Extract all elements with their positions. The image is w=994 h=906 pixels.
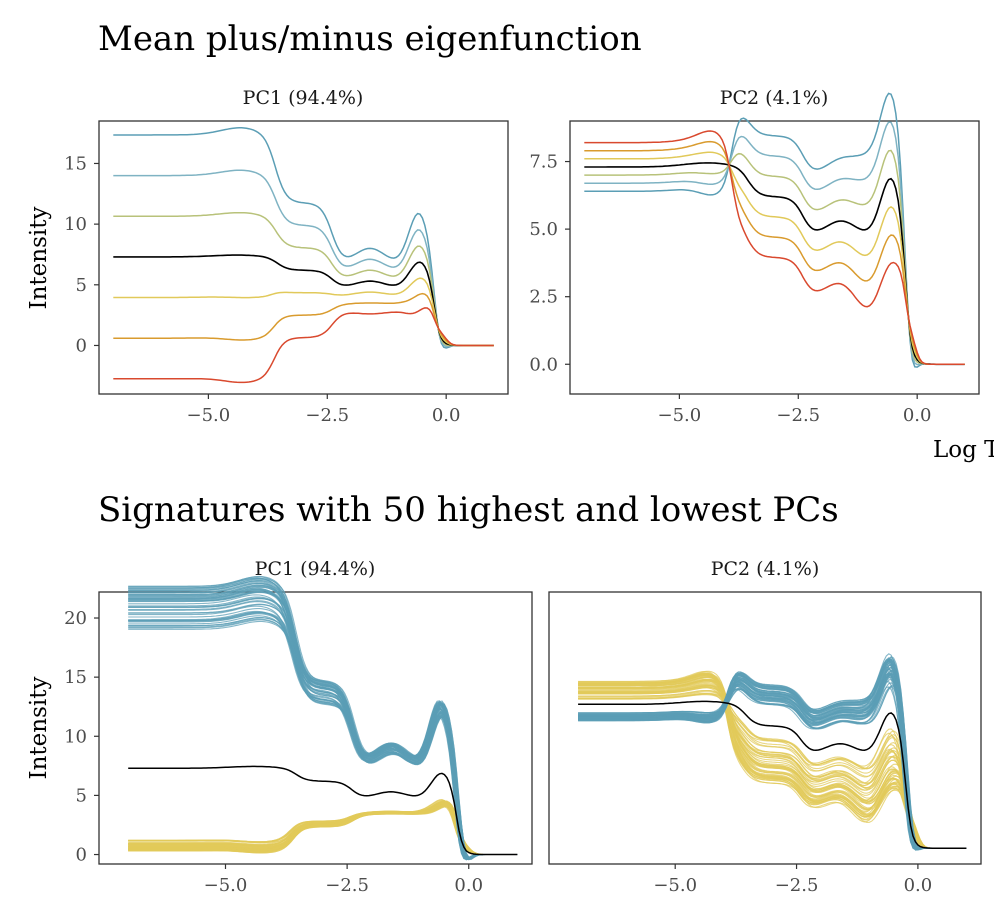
y-tick-label: 10 (64, 214, 87, 235)
eigen-series-line (584, 149, 965, 366)
eigen-series-line (584, 92, 965, 368)
signature-line (578, 684, 967, 849)
panel-pc2-eigen: PC2 (4.1%) −5.0 −2.5 0.0 0.0 2.5 5.0 7.5 (529, 87, 980, 426)
x-tick-label: −2.5 (325, 875, 369, 896)
section-title-eigenfunction: Mean plus/minus eigenfunction (98, 19, 642, 59)
panel-pc1-eigen: PC1 (94.4%) −5.0 −2.5 0.0 0 5 10 15 (64, 87, 509, 426)
eigen-series-line (113, 169, 494, 348)
axis-ticks: −5.0 −2.5 0.0 0 5 10 15 (64, 153, 460, 426)
panel-pc2-signatures: PC2 (4.1%) −5.0 −2.5 0.0 (548, 558, 982, 896)
mean-line (584, 162, 965, 366)
series-lines (578, 653, 967, 851)
x-tick-label: −2.5 (776, 405, 820, 426)
axis-ticks: −5.0 −2.5 0.0 0.0 2.5 5.0 7.5 (529, 152, 931, 426)
panel-strip-label: PC1 (94.4%) (255, 558, 376, 580)
y-tick-label: 0.0 (529, 354, 558, 375)
y-tick-label: 7.5 (529, 152, 558, 173)
signature-line (578, 660, 967, 851)
series-lines (584, 92, 965, 368)
signature-line (578, 674, 967, 849)
y-tick-label: 15 (64, 667, 87, 688)
eigen-series-line (584, 151, 965, 366)
signature-line (578, 672, 967, 849)
y-tick-label: 5 (76, 785, 87, 806)
eigen-series-line (584, 121, 965, 366)
x-tick-label: −5.0 (658, 405, 702, 426)
panel-pc1-signatures: PC1 (94.4%) −5.0 −2.5 0.0 0 5 10 15 20 (64, 558, 533, 896)
y-axis-label: Intensity (26, 207, 52, 310)
y-tick-label: 0 (76, 335, 87, 356)
eigen-series-line (113, 127, 494, 349)
y-tick-label: 2.5 (529, 287, 558, 308)
signature-line (578, 682, 967, 849)
eigen-series-line (584, 140, 965, 366)
series-lines (113, 127, 494, 384)
signature-line (128, 611, 518, 859)
signature-line (128, 597, 518, 860)
y-tick-label: 5 (76, 275, 87, 296)
mean-line (113, 254, 494, 347)
y-tick-label: 5.0 (529, 219, 558, 240)
x-tick-label: −5.0 (187, 405, 231, 426)
y-tick-label: 20 (64, 608, 87, 629)
y-tick-label: 15 (64, 153, 87, 174)
signature-line (128, 575, 518, 861)
signature-line (128, 594, 518, 860)
signature-line (578, 679, 967, 849)
x-tick-label: −2.5 (775, 875, 819, 896)
eigen-series-line (584, 130, 965, 366)
y-tick-label: 10 (64, 726, 87, 747)
eigen-series-line (113, 211, 494, 347)
panel-frame (98, 591, 533, 865)
signature-line (128, 803, 518, 856)
panel-strip-label: PC2 (4.1%) (720, 87, 829, 109)
x-axis-label: Log T (933, 437, 994, 463)
y-axis-label: Intensity (26, 677, 52, 780)
y-tick-label: 0 (76, 845, 87, 866)
signature-line (128, 620, 518, 859)
x-tick-label: 0.0 (903, 405, 932, 426)
x-tick-label: 0.0 (454, 875, 483, 896)
signature-line (578, 689, 967, 849)
mean-line (578, 700, 967, 849)
axis-ticks: −5.0 −2.5 0.0 0 5 10 15 20 (64, 608, 483, 896)
signature-line (128, 805, 518, 856)
panel-frame (98, 120, 509, 395)
signature-line (128, 803, 518, 856)
signature-line (578, 681, 967, 849)
x-tick-label: −5.0 (204, 875, 248, 896)
section-title-signatures: Signatures with 50 highest and lowest PC… (98, 490, 839, 530)
series-lines (128, 575, 518, 861)
x-tick-label: 0.0 (904, 875, 933, 896)
x-tick-label: −2.5 (305, 405, 349, 426)
eigen-series-line (113, 292, 494, 347)
signature-line (578, 669, 967, 850)
mean-line (128, 765, 518, 856)
eigen-series-line (113, 307, 494, 384)
eigen-series-line (113, 277, 494, 347)
panel-strip-label: PC1 (94.4%) (243, 87, 364, 109)
panel-strip-label: PC2 (4.1%) (711, 558, 820, 580)
panel-frame (548, 591, 982, 865)
x-tick-label: 0.0 (432, 405, 461, 426)
signature-line (128, 800, 518, 856)
x-tick-label: −5.0 (653, 875, 697, 896)
axis-ticks: −5.0 −2.5 0.0 (653, 864, 932, 896)
panel-frame (569, 120, 980, 395)
